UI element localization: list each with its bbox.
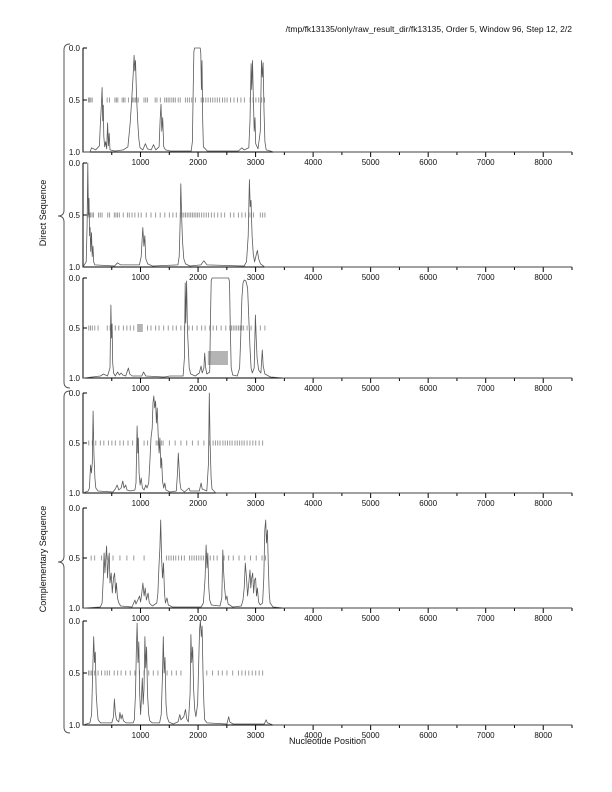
y-tick-label: 0.5 (69, 439, 81, 448)
panel-axis-direct-frame-3 (82, 278, 572, 379)
x-tick-label: 1000 (132, 731, 150, 740)
x-tick-label: 4000 (304, 614, 322, 623)
x-tick-label: 8000 (534, 158, 552, 167)
x-tick-label: 4000 (304, 499, 322, 508)
x-tick-label: 3000 (247, 273, 265, 282)
x-tick-label: 6000 (419, 273, 437, 282)
x-tick-label: 1000 (132, 273, 150, 282)
y-tick-label: 0.0 (69, 504, 81, 513)
plot-title: /tmp/fk13135/only/raw_result_dir/fk13135… (285, 24, 572, 34)
y-tick-label: 0.0 (69, 389, 81, 398)
predicted-region-box (137, 324, 143, 332)
x-tick-label: 5000 (362, 499, 380, 508)
x-tick-label: 2000 (189, 384, 207, 393)
x-tick-label: 7000 (477, 384, 495, 393)
panel-axis-direct-frame-1 (82, 48, 572, 153)
panel-axis-complementary-frame-3 (82, 621, 572, 726)
x-tick-label: 7000 (477, 273, 495, 282)
y-tick-label: 0.0 (69, 617, 81, 626)
x-tick-label: 1000 (132, 158, 150, 167)
x-tick-label: 5000 (362, 614, 380, 623)
x-tick-label: 1000 (132, 384, 150, 393)
x-tick-label: 3000 (247, 614, 265, 623)
panel-axis-complementary-frame-2 (82, 508, 572, 609)
x-tick-label: 6000 (419, 384, 437, 393)
x-tick-label: 5000 (362, 731, 380, 740)
x-tick-label: 2000 (189, 158, 207, 167)
probability-curve-direct-frame-3 (82, 277, 572, 379)
complementary-sequence-brace (57, 390, 71, 734)
y-tick-label: 1.0 (69, 263, 81, 272)
probability-curve-direct-frame-2 (82, 162, 572, 268)
x-tick-label: 2000 (189, 273, 207, 282)
probability-curve-direct-frame-1 (83, 47, 572, 153)
x-tick-label: 8000 (534, 384, 552, 393)
y-tick-label: 1.0 (69, 489, 81, 498)
direct-sequence-brace (57, 43, 71, 389)
y-tick-label: 0.5 (69, 211, 81, 220)
probability-curve-complementary-frame-1 (82, 392, 572, 494)
x-tick-label: 7000 (477, 499, 495, 508)
y-tick-label: 0.0 (69, 44, 81, 53)
y-tick-label: 1.0 (69, 604, 81, 613)
x-tick-label: 5000 (362, 384, 380, 393)
x-tick-label: 6000 (419, 731, 437, 740)
y-tick-label: 0.5 (69, 96, 81, 105)
x-tick-label: 7000 (477, 158, 495, 167)
y-tick-label: 1.0 (69, 374, 81, 383)
x-tick-label: 5000 (362, 273, 380, 282)
y-tick-label: 0.0 (69, 274, 81, 283)
x-tick-label: 8000 (534, 499, 552, 508)
x-tick-label: 7000 (477, 731, 495, 740)
x-tick-label: 7000 (477, 614, 495, 623)
predicted-region-box (207, 351, 228, 365)
x-tick-label: 4000 (304, 731, 322, 740)
x-tick-label: 6000 (419, 158, 437, 167)
y-tick-label: 0.5 (69, 554, 81, 563)
x-tick-label: 4000 (304, 273, 322, 282)
x-tick-label: 4000 (304, 384, 322, 393)
x-tick-label: 2000 (189, 499, 207, 508)
x-tick-label: 8000 (534, 273, 552, 282)
y-tick-label: 0.0 (69, 159, 81, 168)
y-tick-label: 1.0 (69, 148, 81, 157)
x-tick-label: 6000 (419, 614, 437, 623)
x-tick-label: 4000 (304, 158, 322, 167)
x-tick-label: 8000 (534, 614, 552, 623)
x-tick-label: 3000 (247, 731, 265, 740)
probability-curve-complementary-frame-3 (82, 620, 572, 726)
x-tick-label: 6000 (419, 499, 437, 508)
x-tick-label: 1000 (132, 614, 150, 623)
x-tick-label: 3000 (247, 158, 265, 167)
x-axis-title: Nucleotide Position (288, 736, 367, 746)
y-tick-label: 0.5 (69, 324, 81, 333)
x-tick-label: 3000 (247, 384, 265, 393)
y-tick-label: 1.0 (69, 721, 81, 730)
x-tick-label: 3000 (247, 499, 265, 508)
x-tick-label: 1000 (132, 499, 150, 508)
x-tick-label: 2000 (189, 731, 207, 740)
probability-curve-complementary-frame-2 (82, 519, 572, 609)
panel-axis-direct-frame-2 (82, 163, 572, 268)
x-tick-label: 8000 (534, 731, 552, 740)
x-tick-label: 2000 (189, 614, 207, 623)
x-tick-label: 5000 (362, 158, 380, 167)
y-tick-label: 0.5 (69, 669, 81, 678)
